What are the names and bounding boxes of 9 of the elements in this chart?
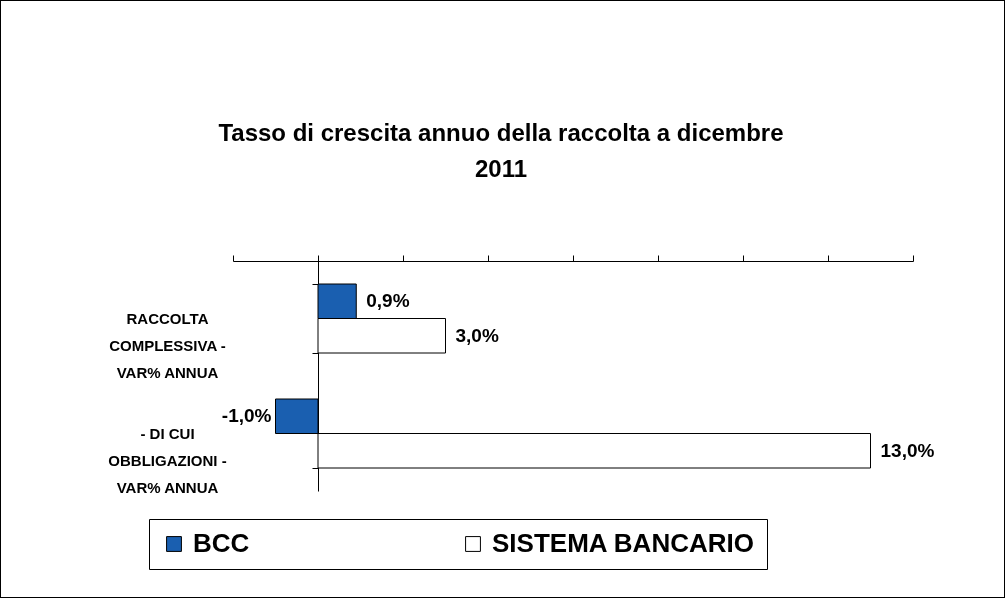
data-label: -1,0% [221,405,272,427]
legend-label: SISTEMA BANCARIO [492,528,754,558]
data-label: 13,0% [880,439,935,461]
chart-title: Tasso di crescita annuo della raccolta a dicembre 2011 [218,119,784,182]
legend-label: BCC [193,528,250,558]
y-tick-label: - DI CUI OBBLIGAZIONI - VAR% ANNUA [108,425,227,496]
y-tick-label: RACCOLTA COMPLESSIVA - VAR% ANNUA [109,310,226,381]
data-label: 0,9% [366,290,410,312]
data-label: 3,0% [455,324,499,346]
